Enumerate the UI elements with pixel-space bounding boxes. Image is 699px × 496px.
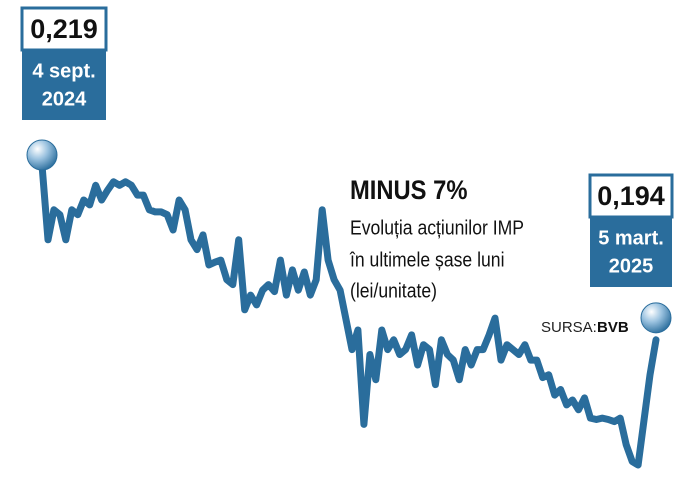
- series-line: [38, 161, 660, 469]
- callout-date: 2025: [609, 255, 654, 277]
- chart-subtitle: în ultimele șase luni: [349, 248, 504, 270]
- source-label: SURSA:: [541, 319, 597, 336]
- source-name: BVB: [597, 319, 629, 336]
- callout-date-box: [22, 50, 106, 120]
- chart-title: MINUS 7%: [350, 176, 467, 206]
- callout-value: 0,194: [597, 181, 665, 211]
- callout-date-box: [590, 217, 672, 287]
- end-marker: [640, 302, 672, 334]
- callout-date: 2024: [42, 88, 87, 110]
- callout-value: 0,219: [30, 14, 98, 44]
- chart-subtitle: Evoluția acțiunilor IMP: [350, 216, 524, 238]
- start-marker: [26, 139, 58, 171]
- chart-subtitle: (lei/unitate): [350, 279, 437, 301]
- callout-date: 5 mart.: [598, 227, 664, 249]
- callout-value-box: [588, 173, 674, 219]
- callout-date: 4 sept.: [32, 60, 95, 82]
